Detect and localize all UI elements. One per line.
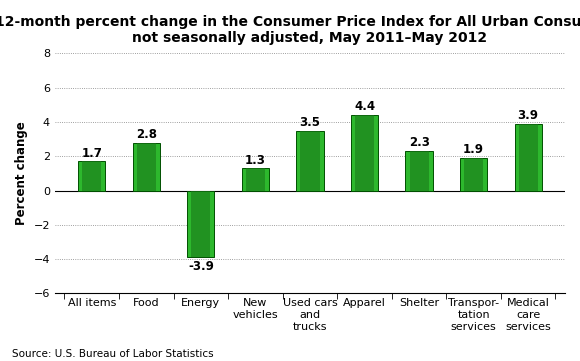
Bar xyxy=(519,124,538,191)
Bar xyxy=(405,151,433,191)
Bar xyxy=(242,168,269,191)
Bar xyxy=(409,151,429,191)
Bar xyxy=(460,158,487,191)
Text: 2.3: 2.3 xyxy=(409,136,430,149)
Bar xyxy=(187,191,215,257)
Bar xyxy=(514,124,542,191)
Bar xyxy=(78,161,106,191)
Y-axis label: Percent change: Percent change xyxy=(15,122,28,225)
Bar xyxy=(351,115,378,191)
Bar xyxy=(296,131,324,191)
Bar xyxy=(464,158,483,191)
Bar xyxy=(246,168,265,191)
Text: 1.7: 1.7 xyxy=(81,147,102,160)
Bar xyxy=(191,191,211,257)
Title: 12-month percent change in the Consumer Price Index for All Urban Consumers,
not: 12-month percent change in the Consumer … xyxy=(0,15,580,45)
Bar xyxy=(355,115,374,191)
Text: 4.4: 4.4 xyxy=(354,100,375,113)
Text: Source: U.S. Bureau of Labor Statistics: Source: U.S. Bureau of Labor Statistics xyxy=(12,349,213,359)
Text: 3.5: 3.5 xyxy=(299,116,321,129)
Text: 2.8: 2.8 xyxy=(136,128,157,141)
Text: 3.9: 3.9 xyxy=(518,109,539,122)
Bar xyxy=(137,143,156,191)
Bar xyxy=(300,131,320,191)
Text: 1.9: 1.9 xyxy=(463,143,484,156)
Bar xyxy=(133,143,160,191)
Bar xyxy=(82,161,102,191)
Text: 1.3: 1.3 xyxy=(245,153,266,166)
Text: -3.9: -3.9 xyxy=(188,260,214,273)
